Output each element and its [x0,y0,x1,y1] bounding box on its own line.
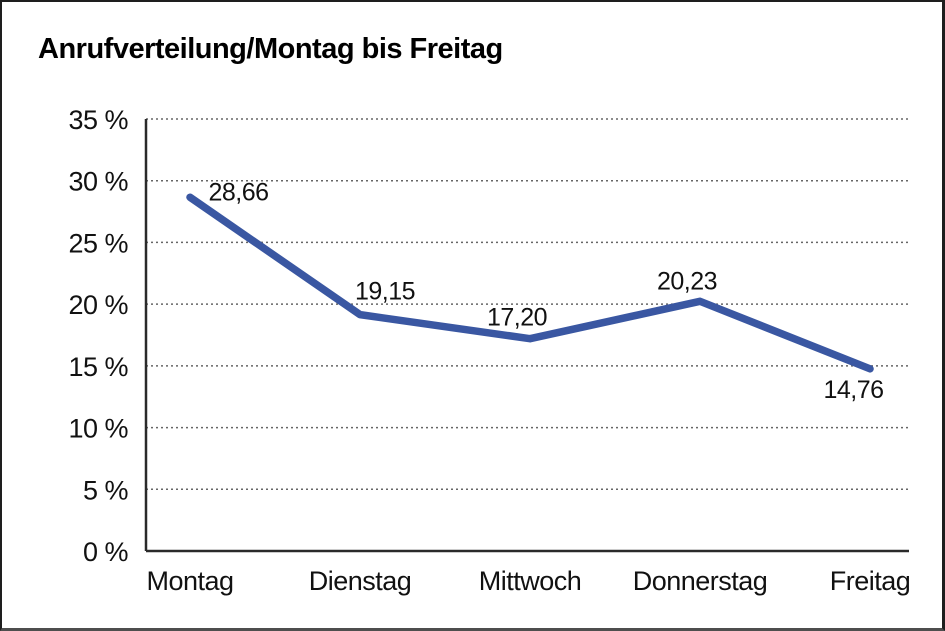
x-tick-label: Montag [146,566,233,596]
data-line [186,193,874,373]
point-label: 19,15 [355,278,415,306]
y-tick-label: 15 % [68,352,128,382]
y-tick-label: 35 % [68,105,128,135]
y-tick-label: 10 % [68,414,128,444]
point-label: 17,20 [487,304,547,332]
y-tick-label: 20 % [68,290,128,320]
point-label: 14,76 [823,376,883,404]
x-tick-label: Mittwoch [479,566,582,596]
y-tick-label: 5 % [83,475,129,505]
x-tick-label: Freitag [830,566,911,596]
chart-title: Anrufverteilung/Montag bis Freitag [38,33,503,65]
point-label: 28,66 [208,178,268,206]
y-tick-label: 25 % [68,228,128,258]
x-tick-label: Donnerstag [633,566,768,596]
y-tick-label: 0 % [83,537,129,567]
x-tick-label: Dienstag [309,566,412,596]
y-tick-label: 30 % [68,167,128,197]
point-label: 20,23 [657,267,717,295]
